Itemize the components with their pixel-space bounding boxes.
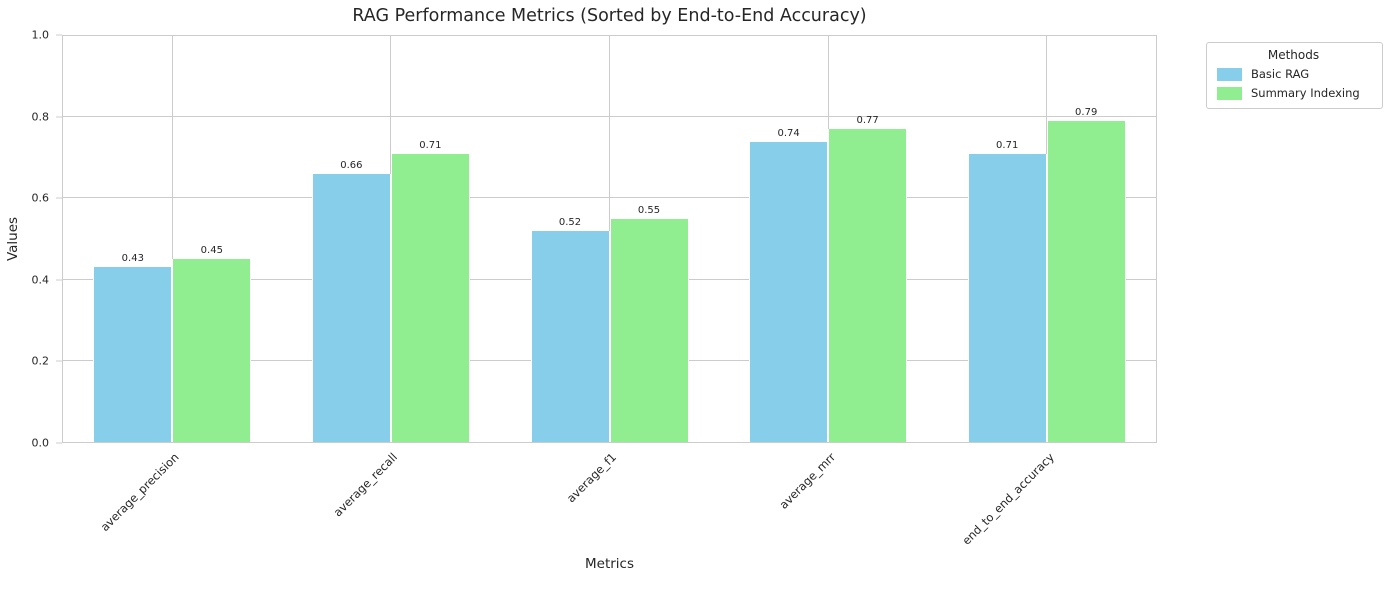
- bar-value-label: 0.43: [121, 253, 144, 265]
- bar: 0.77: [828, 115, 908, 442]
- y-tick-label: 0.8: [31, 110, 50, 124]
- x-tick-label: end_to_end_accuracy: [959, 450, 1058, 548]
- y-tick-mark: [56, 116, 62, 118]
- legend-title: Methods: [1267, 48, 1320, 62]
- y-tick-mark: [56, 197, 62, 199]
- x-tick-label: average_precision: [97, 450, 182, 534]
- bar-group: 0.71 0.79: [967, 36, 1126, 442]
- chart-title: RAG Performance Metrics (Sorted by End-t…: [352, 6, 867, 26]
- bar-value-label: 0.79: [1075, 107, 1098, 119]
- bar-group: 0.66 0.71: [311, 36, 470, 442]
- y-tick-label: 0.2: [31, 354, 50, 368]
- legend-entry: Summary Indexing: [1217, 86, 1370, 100]
- bar: 0.79: [1046, 107, 1126, 442]
- bar-group: 0.74 0.77: [749, 36, 908, 442]
- bar-group: 0.52 0.55: [530, 36, 689, 442]
- y-tick-label: 0.0: [31, 436, 50, 450]
- bar: 0.55: [609, 205, 689, 442]
- bar: 0.74: [749, 128, 829, 442]
- bar-value-label: 0.45: [200, 245, 223, 257]
- bar: 0.71: [390, 140, 470, 442]
- bar: 0.43: [93, 253, 173, 442]
- x-tick-label: average_recall: [331, 450, 401, 520]
- bar-value-label: 0.74: [777, 127, 800, 139]
- bar-value-label: 0.55: [637, 204, 661, 216]
- bar-value-label: 0.77: [856, 115, 879, 127]
- y-tick-label: 0.6: [31, 191, 50, 205]
- y-tick-mark: [56, 279, 62, 281]
- x-axis-title: Metrics: [584, 556, 634, 572]
- y-tick-label: 1.0: [31, 28, 50, 42]
- x-tick-label: average_mrr: [776, 450, 839, 512]
- legend-entry: Basic RAG: [1217, 67, 1370, 81]
- bar-value-label: 0.71: [996, 139, 1019, 151]
- bar: 0.52: [530, 217, 610, 442]
- y-tick-mark: [56, 34, 62, 36]
- bar: 0.45: [172, 245, 252, 442]
- x-axis: average_precision average_recall average_f…: [62, 443, 1157, 563]
- y-tick-mark: [56, 442, 62, 444]
- bar: 0.71: [967, 140, 1047, 442]
- legend: Methods Basic RAG Summary Indexing: [1206, 42, 1383, 109]
- bar: 0.66: [311, 160, 391, 442]
- y-tick-label: 0.4: [31, 273, 50, 287]
- y-tick-mark: [56, 360, 62, 362]
- y-axis: 0.0 0.2 0.4 0.6 0.8 1.0: [0, 29, 62, 450]
- plot-area: 0.43 0.45 0.66 0.71 0.52 0.55 0.74 0.77 0.71 0.79: [62, 35, 1157, 443]
- legend-label: Summary Indexing: [1251, 86, 1360, 100]
- x-gridline: [171, 36, 173, 442]
- bar-value-label: 0.71: [419, 139, 442, 151]
- bar-value-label: 0.52: [558, 216, 582, 228]
- legend-entries: Basic RAG Summary Indexing: [1217, 67, 1370, 100]
- x-tick-label: average_f1: [564, 450, 620, 506]
- legend-label: Basic RAG: [1251, 67, 1310, 81]
- legend-swatch-icon: [1217, 86, 1242, 100]
- bar-value-label: 0.66: [340, 160, 363, 172]
- bar-group: 0.43 0.45: [93, 36, 252, 442]
- legend-swatch-icon: [1217, 67, 1242, 81]
